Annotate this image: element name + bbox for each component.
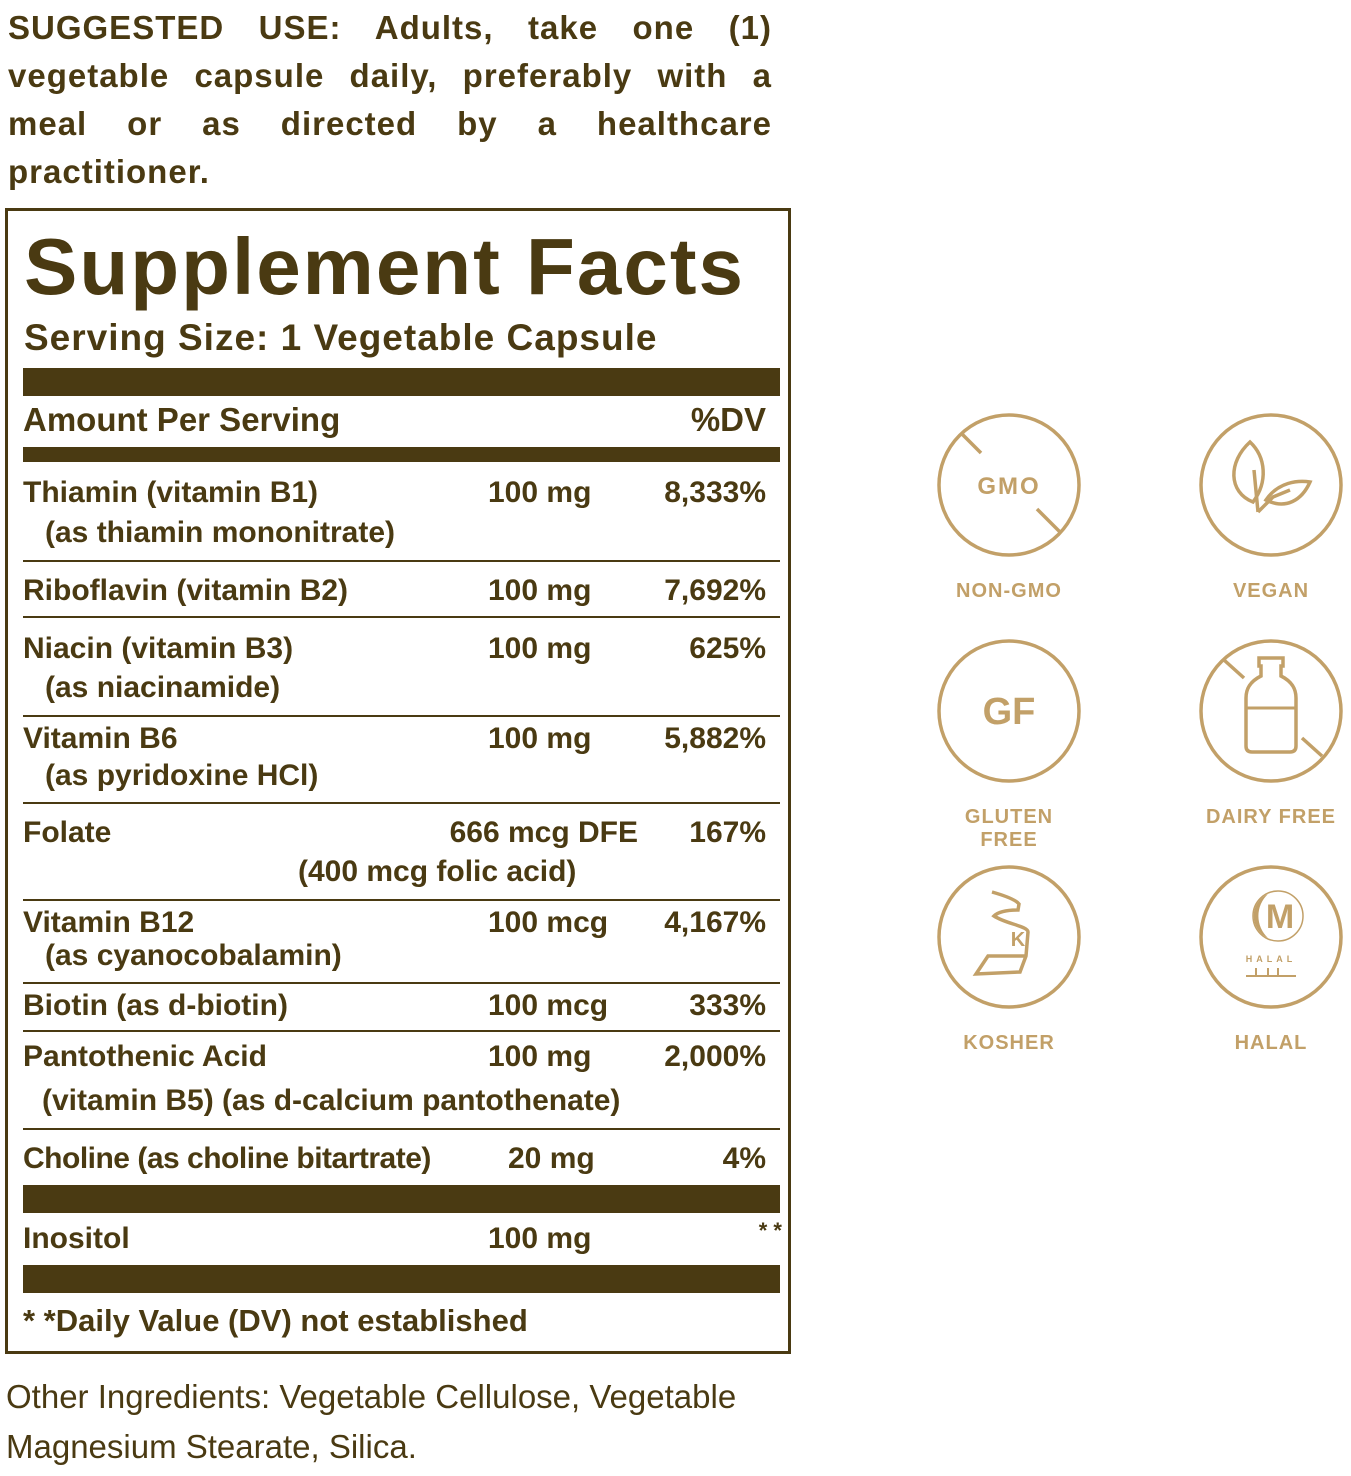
nutrient-dv: 167% bbox=[689, 816, 766, 849]
nutrient-amount: 100 mg bbox=[488, 632, 592, 665]
badge-label: GLUTEN FREE bbox=[964, 806, 1054, 851]
nutrient-dv: 5,882% bbox=[664, 722, 766, 755]
nutrient-name: Vitamin B12 bbox=[23, 906, 195, 939]
nutrient-dv: 2,000% bbox=[664, 1040, 766, 1073]
badge-halal: M HALAL HALAL bbox=[1196, 864, 1346, 1055]
nutrient-source: (as niacinamide) bbox=[45, 671, 281, 704]
nutrient-name: Niacin (vitamin B3) bbox=[23, 632, 294, 665]
svg-text:K: K bbox=[1011, 929, 1026, 951]
nutrient-amount: 100 mg bbox=[488, 722, 592, 755]
gluten-free-icon: GF bbox=[937, 639, 1081, 783]
nutrient-dv: 7,692% bbox=[664, 574, 766, 607]
nutrient-source: (as cyanocobalamin) bbox=[45, 939, 342, 972]
badge-label: HALAL bbox=[1234, 1032, 1308, 1054]
divider-bar bbox=[23, 1185, 780, 1213]
row-divider bbox=[23, 616, 780, 618]
nutrient-dv: 625% bbox=[689, 632, 766, 665]
nutrient-amount: 100 mcg bbox=[488, 906, 609, 939]
nutrient-dv: 4,167% bbox=[664, 906, 766, 939]
nutrient-name: Inositol bbox=[23, 1222, 130, 1255]
row-divider bbox=[23, 982, 780, 984]
other-ingredients: Other Ingredients: Vegetable Cellulose, … bbox=[6, 1378, 737, 1465]
supplement-facts-panel: Supplement Facts Serving Size: 1 Vegetab… bbox=[5, 208, 791, 1354]
kosher-icon: K bbox=[937, 865, 1081, 1009]
divider-bar bbox=[23, 368, 780, 396]
badge-vegan: VEGAN bbox=[1196, 412, 1346, 603]
nutrient-name: Pantothenic Acid bbox=[23, 1040, 267, 1073]
divider-bar bbox=[23, 1265, 780, 1293]
nutrient-name: Thiamin (vitamin B1) bbox=[23, 476, 319, 509]
svg-text:M: M bbox=[1266, 898, 1294, 936]
row-divider bbox=[23, 715, 780, 717]
nutrient-amount: 100 mg bbox=[488, 1040, 592, 1073]
row-divider bbox=[23, 802, 780, 804]
footnote: * *Daily Value (DV) not established bbox=[23, 1303, 528, 1338]
panel-title: Supplement Facts bbox=[24, 222, 746, 311]
row-divider bbox=[23, 899, 780, 901]
badge-label: NON-GMO bbox=[956, 580, 1062, 602]
vegan-leaf-icon bbox=[1199, 413, 1343, 557]
badge-non-gmo: GMO NON-GMO bbox=[934, 412, 1084, 603]
nutrient-dv: 333% bbox=[689, 989, 766, 1022]
nutrient-source: (as pyridoxine HCl) bbox=[45, 759, 319, 792]
row-divider bbox=[23, 560, 780, 562]
svg-text:GF: GF bbox=[983, 691, 1036, 733]
nutrient-amount: 100 mcg bbox=[488, 989, 609, 1022]
nutrient-source: (400 mcg folic acid) bbox=[298, 855, 577, 888]
svg-text:HALAL: HALAL bbox=[1246, 954, 1297, 964]
nutrient-dv: * * bbox=[758, 1218, 782, 1243]
nutrient-name: Folate bbox=[23, 816, 112, 849]
badge-kosher: K KOSHER bbox=[934, 864, 1084, 1055]
badge-label: DAIRY FREE bbox=[1205, 806, 1337, 828]
badge-label: VEGAN bbox=[1232, 580, 1310, 602]
badge-label: KOSHER bbox=[963, 1032, 1055, 1054]
nutrient-amount: 100 mg bbox=[488, 574, 592, 607]
nutrient-dv: 4% bbox=[722, 1142, 766, 1175]
serving-size: Serving Size: 1 Vegetable Capsule bbox=[24, 317, 658, 358]
nutrient-source: (as thiamin mononitrate) bbox=[45, 516, 396, 549]
nutrient-amount: 666 mcg DFE bbox=[449, 816, 638, 849]
nutrient-name: Riboflavin (vitamin B2) bbox=[23, 574, 349, 607]
badge-dairy-free: DAIRY FREE bbox=[1196, 638, 1346, 829]
nutrient-name: Choline (as choline bitartrate) bbox=[23, 1142, 431, 1175]
suggested-use: SUGGESTED USE: Adults, take one (1) vege… bbox=[8, 9, 772, 190]
dairy-free-bottle-icon bbox=[1199, 639, 1343, 783]
nutrient-name: Vitamin B6 bbox=[23, 722, 178, 755]
nutrient-dv: 8,333% bbox=[664, 476, 766, 509]
row-divider bbox=[23, 1128, 780, 1130]
non-gmo-icon: GMO bbox=[937, 413, 1081, 557]
nutrient-name: Biotin (as d-biotin) bbox=[23, 989, 288, 1022]
nutrient-amount: 100 mg bbox=[488, 1222, 592, 1255]
svg-text:GMO: GMO bbox=[977, 473, 1040, 500]
divider-bar bbox=[23, 447, 780, 462]
dv-header: %DV bbox=[690, 401, 766, 438]
halal-icon: M HALAL bbox=[1199, 865, 1343, 1009]
badge-gluten-free: GF GLUTEN FREE bbox=[934, 638, 1084, 852]
nutrient-amount: 100 mg bbox=[488, 476, 592, 509]
nutrient-source: (vitamin B5) (as d-calcium pantothenate) bbox=[42, 1084, 621, 1117]
row-divider bbox=[23, 1030, 780, 1032]
nutrient-amount: 20 mg bbox=[508, 1142, 595, 1175]
amount-header: Amount Per Serving bbox=[23, 401, 341, 438]
